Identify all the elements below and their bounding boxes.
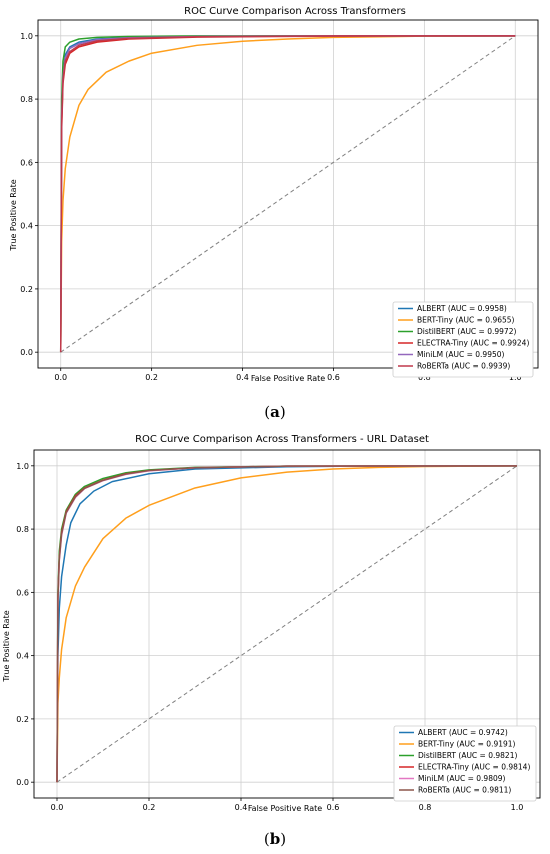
legend-label-2: DistilBERT (AUC = 0.9972)	[417, 327, 516, 336]
x-tick-label: 1.0	[511, 803, 524, 812]
legend-box	[392, 301, 534, 378]
plot-frame	[37, 19, 539, 369]
y-tick-label: 0.0	[20, 348, 33, 357]
x-tick-label: 0.4	[235, 803, 248, 812]
chart-title: ROC Curve Comparison Across Transformers	[184, 6, 406, 17]
x-tick-label: 0.4	[236, 373, 249, 382]
figure-panel-b: ROC Curve Comparison Across Transformers…	[0, 428, 550, 854]
series-line-1	[56, 465, 518, 783]
y-tick-label: 0.0	[16, 778, 29, 787]
y-tick-label: 0.4	[20, 222, 33, 231]
y-tick-label: 0.4	[16, 652, 29, 661]
roc-chart-a: ROC Curve Comparison Across Transformers…	[9, 6, 539, 383]
caption-a-letter: a	[270, 403, 280, 421]
roc-chart-b: ROC Curve Comparison Across Transformers…	[2, 434, 541, 813]
x-tick-label: 0.2	[145, 373, 158, 382]
series-line-5	[56, 465, 518, 783]
x-tick-label: 0.6	[327, 373, 340, 382]
legend-label-0: ALBERT (AUC = 0.9742)	[418, 728, 508, 737]
figure-panel-a: ROC Curve Comparison Across Transformers…	[9, 6, 539, 421]
x-tick-label: 0.0	[51, 803, 64, 812]
x-tick-label: 0.2	[143, 803, 156, 812]
series-line-1	[59, 35, 516, 353]
caption-b: (b)	[263, 830, 287, 848]
chart-title: ROC Curve Comparison Across Transformers…	[135, 434, 429, 445]
legend-label-3: ELECTRA-Tiny (AUC = 0.9814)	[418, 763, 530, 772]
legend-label-4: MiniLM (AUC = 0.9950)	[417, 350, 505, 359]
random-classifier-diagonal	[60, 35, 516, 353]
y-tick-label: 0.2	[20, 285, 33, 294]
y-axis-label: True Positive Rate	[2, 610, 11, 682]
x-tick-label: 1.0	[509, 373, 522, 382]
y-tick-label: 1.0	[16, 462, 29, 471]
x-tick-label: 0.6	[327, 803, 340, 812]
x-tick-label: 0.8	[418, 373, 431, 382]
x-axis-label: False Positive Rate	[251, 374, 325, 383]
legend-label-0: ALBERT (AUC = 0.9958)	[417, 304, 507, 313]
series-line-5	[59, 35, 516, 353]
legend-label-5: RoBERTa (AUC = 0.9811)	[418, 786, 511, 795]
x-axis-label: False Positive Rate	[248, 804, 322, 813]
y-tick-label: 0.2	[16, 715, 29, 724]
y-tick-label: 1.0	[20, 32, 33, 41]
legend-label-2: DistilBERT (AUC = 0.9821)	[418, 751, 517, 760]
caption-b-letter: b	[269, 830, 281, 848]
random-classifier-diagonal	[56, 465, 518, 783]
caption-a: (a)	[264, 403, 286, 421]
y-axis-label: True Positive Rate	[9, 179, 18, 251]
x-tick-label: 0.0	[54, 373, 67, 382]
legend-label-5: RoBERTa (AUC = 0.9939)	[417, 362, 510, 371]
legend-label-3: ELECTRA-Tiny (AUC = 0.9924)	[417, 339, 529, 348]
x-tick-label: 0.8	[419, 803, 432, 812]
legend-label-1: BERT-Tiny (AUC = 0.9655)	[417, 316, 515, 325]
legend-label-4: MiniLM (AUC = 0.9809)	[418, 774, 506, 783]
y-tick-label: 0.6	[16, 588, 29, 597]
y-tick-label: 0.8	[20, 95, 33, 104]
plot-frame	[33, 449, 541, 799]
y-tick-label: 0.6	[20, 158, 33, 167]
legend-label-1: BERT-Tiny (AUC = 0.9191)	[418, 740, 516, 749]
y-tick-label: 0.8	[16, 525, 29, 534]
legend-box	[393, 725, 537, 802]
